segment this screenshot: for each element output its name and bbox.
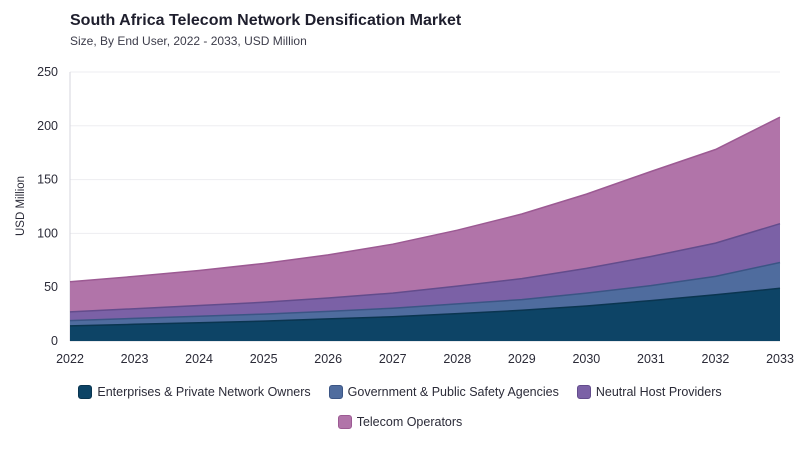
- legend-swatch: [337, 415, 352, 429]
- legend-item: Enterprises & Private Network Owners: [78, 385, 311, 399]
- x-tick-label: 2025: [250, 352, 278, 366]
- series-line: [69, 222, 781, 313]
- legend-item: Telecom Operators: [337, 415, 463, 429]
- x-tick-label: 2031: [637, 352, 665, 366]
- legend-row-2: Telecom Operators: [0, 415, 800, 429]
- x-tick-label: 2023: [121, 352, 149, 366]
- legend-row-1: Enterprises & Private Network Owners Gove…: [0, 385, 800, 399]
- y-tick-label: 150: [37, 173, 58, 187]
- x-tick-label: 2033: [766, 352, 794, 366]
- y-tick-label: 0: [51, 334, 58, 348]
- series-line: [69, 287, 781, 327]
- x-tick-label: 2030: [572, 352, 600, 366]
- chart-title: South Africa Telecom Network Densificati…: [70, 12, 462, 29]
- y-tick-label: 250: [37, 65, 58, 79]
- series-line: [69, 116, 781, 283]
- area-telecom-operators: [70, 117, 780, 312]
- x-tick-label: 2032: [702, 352, 730, 366]
- x-tick-label: 2028: [443, 352, 471, 366]
- series-line: [69, 261, 781, 322]
- area-enterprises-private-network-owners: [70, 288, 780, 341]
- legend-swatch: [576, 385, 591, 399]
- y-tick-label: 200: [37, 119, 58, 133]
- y-axis-label: USD Million: [15, 176, 27, 236]
- y-tick-label: 50: [44, 280, 58, 294]
- x-tick-label: 2024: [185, 352, 213, 366]
- legend-swatch: [328, 385, 343, 399]
- area-neutral-host-providers: [70, 223, 780, 321]
- x-tick-label: 2022: [56, 352, 84, 366]
- x-axis-ticks: 2022 2023 2024 2025 2026 2027 2028 2029 2030 2031…: [56, 352, 794, 366]
- legend-label: Neutral Host Providers: [595, 385, 722, 399]
- area-government-public-safety-agencies: [70, 262, 780, 326]
- legend-label: Government & Public Safety Agencies: [347, 385, 559, 399]
- legend-label: Telecom Operators: [356, 415, 463, 429]
- y-axis-ticks: 0 50 100 150 200 250: [37, 65, 58, 348]
- x-tick-label: 2029: [508, 352, 536, 366]
- x-tick-label: 2027: [379, 352, 407, 366]
- legend-item: Neutral Host Providers: [576, 385, 722, 399]
- chart-subtitle: Size, By End User, 2022 - 2033, USD Mill…: [70, 34, 307, 48]
- series-areas: [69, 116, 781, 341]
- legend-label: Enterprises & Private Network Owners: [97, 385, 311, 399]
- y-tick-label: 100: [37, 226, 58, 240]
- x-tick-label: 2026: [314, 352, 342, 366]
- legend-swatch: [78, 385, 93, 399]
- legend-item: Government & Public Safety Agencies: [328, 385, 559, 399]
